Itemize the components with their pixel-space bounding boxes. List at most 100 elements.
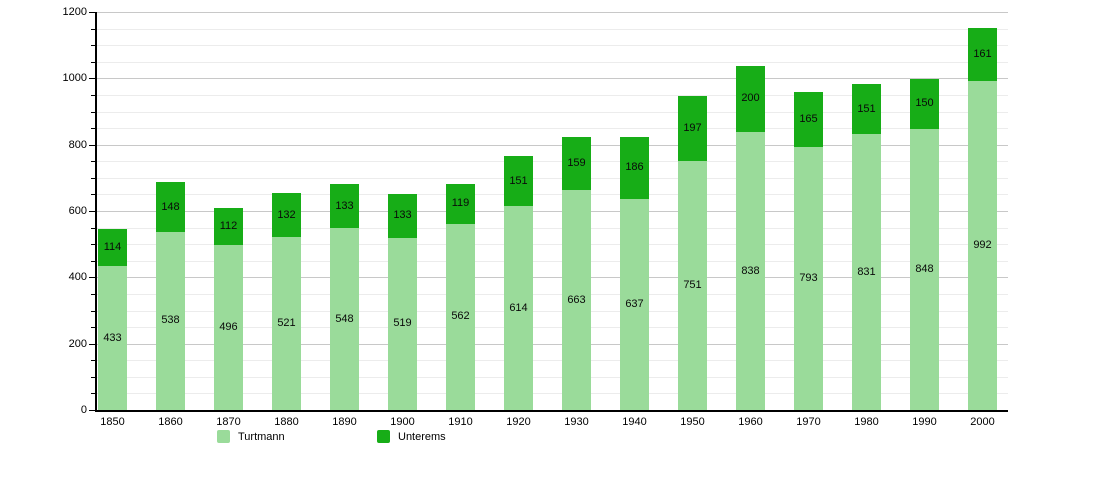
bar-1850: 114 433 bbox=[98, 228, 127, 410]
turtmann-value-label: 562 bbox=[451, 310, 470, 323]
turtmann-value-label: 848 bbox=[915, 262, 934, 275]
y-minor-tick bbox=[91, 293, 95, 295]
turtmann-value-label: 548 bbox=[335, 312, 354, 325]
unterems-value-label: 151 bbox=[857, 102, 876, 115]
unterems-value-label: 165 bbox=[799, 113, 818, 126]
turtmann-value-label: 519 bbox=[393, 317, 412, 330]
x-axis-label-1960: 1960 bbox=[738, 416, 763, 428]
y-minor-tick bbox=[91, 310, 95, 312]
unterems-segment: 132 bbox=[272, 193, 301, 238]
bar-1990: 150 848 bbox=[910, 78, 939, 410]
minor-gridline bbox=[95, 61, 1008, 63]
unterems-value-label: 150 bbox=[915, 97, 934, 110]
unterems-value-label: 161 bbox=[973, 47, 992, 60]
y-minor-tick bbox=[91, 376, 95, 378]
y-major-tick bbox=[89, 78, 95, 80]
x-axis-label-2000: 2000 bbox=[970, 416, 995, 428]
unterems-segment: 119 bbox=[446, 184, 475, 224]
unterems-value-label: 159 bbox=[567, 157, 586, 170]
unterems-value-label: 133 bbox=[335, 199, 354, 212]
bar-1950: 197 751 bbox=[678, 95, 707, 410]
unterems-segment: 151 bbox=[504, 156, 533, 207]
turtmann-value-label: 521 bbox=[277, 317, 296, 330]
bar-1970: 165 793 bbox=[794, 92, 823, 410]
turtmann-value-label: 637 bbox=[625, 297, 644, 310]
unterems-segment: 186 bbox=[620, 137, 649, 199]
unterems-swatch bbox=[377, 430, 390, 443]
x-axis-label-1880: 1880 bbox=[274, 416, 299, 428]
y-major-tick bbox=[89, 410, 95, 411]
unterems-value-label: 114 bbox=[103, 240, 122, 253]
turtmann-segment: 663 bbox=[562, 190, 591, 410]
y-axis bbox=[95, 12, 97, 410]
x-axis-label-1980: 1980 bbox=[854, 416, 879, 428]
turtmann-segment: 614 bbox=[504, 206, 533, 410]
y-minor-tick bbox=[91, 227, 95, 229]
turtmann-value-label: 831 bbox=[857, 265, 876, 278]
turtmann-value-label: 992 bbox=[973, 238, 992, 251]
turtmann-segment: 848 bbox=[910, 128, 939, 410]
turtmann-segment: 521 bbox=[272, 237, 301, 410]
unterems-value-label: 133 bbox=[393, 209, 412, 222]
turtmann-value-label: 614 bbox=[509, 301, 528, 314]
turtmann-segment: 433 bbox=[98, 266, 127, 410]
x-axis-label-1920: 1920 bbox=[506, 416, 531, 428]
bar-1980: 151 831 bbox=[852, 84, 881, 410]
unterems-segment: 200 bbox=[736, 65, 765, 133]
turtmann-segment: 496 bbox=[214, 245, 243, 410]
y-minor-tick bbox=[91, 61, 95, 63]
y-major-tick bbox=[89, 211, 95, 212]
unterems-segment: 197 bbox=[678, 95, 707, 161]
x-axis-label-1970: 1970 bbox=[796, 416, 821, 428]
y-minor-tick bbox=[91, 161, 95, 163]
y-major-tick bbox=[89, 12, 95, 13]
x-axis-label-1870: 1870 bbox=[216, 416, 241, 428]
unterems-segment: 161 bbox=[968, 27, 997, 81]
bar-2000: 161 992 bbox=[968, 27, 997, 410]
y-axis-label-800: 800 bbox=[68, 138, 87, 151]
x-axis-label-1890: 1890 bbox=[332, 416, 357, 428]
y-minor-tick bbox=[91, 194, 95, 196]
turtmann-value-label: 538 bbox=[161, 314, 180, 327]
unterems-segment: 165 bbox=[794, 92, 823, 147]
turtmann-segment: 838 bbox=[736, 132, 765, 410]
unterems-value-label: 148 bbox=[161, 200, 180, 213]
y-axis-label-600: 600 bbox=[68, 205, 87, 217]
turtmann-value-label: 838 bbox=[741, 264, 760, 277]
x-axis-label-1860: 1860 bbox=[158, 416, 183, 428]
unterems-segment: 114 bbox=[98, 228, 127, 267]
unterems-legend-label: Unterems bbox=[398, 430, 446, 443]
bar-1910: 119 562 bbox=[446, 184, 475, 410]
y-major-tick bbox=[89, 277, 95, 279]
x-axis-label-1940: 1940 bbox=[622, 416, 647, 428]
x-axis-label-1930: 1930 bbox=[564, 416, 589, 428]
x-axis-label-1950: 1950 bbox=[680, 416, 705, 428]
unterems-segment: 148 bbox=[156, 182, 185, 232]
unterems-value-label: 112 bbox=[219, 220, 238, 233]
turtmann-value-label: 496 bbox=[219, 321, 238, 334]
unterems-value-label: 119 bbox=[451, 197, 470, 210]
turtmann-value-label: 663 bbox=[567, 293, 586, 306]
turtmann-segment: 992 bbox=[968, 80, 997, 410]
y-minor-tick bbox=[91, 28, 95, 30]
turtmann-segment: 548 bbox=[330, 228, 359, 410]
turtmann-segment: 519 bbox=[388, 237, 417, 410]
turtmann-value-label: 793 bbox=[799, 271, 818, 284]
bar-1860: 148 538 bbox=[156, 182, 185, 410]
y-major-tick bbox=[89, 343, 95, 345]
x-axis-label-1850: 1850 bbox=[100, 416, 125, 428]
unterems-value-label: 186 bbox=[625, 161, 644, 174]
minor-gridline bbox=[95, 28, 1008, 30]
bar-1900: 133 519 bbox=[388, 193, 417, 410]
turtmann-segment: 793 bbox=[794, 146, 823, 410]
turtmann-value-label: 751 bbox=[683, 278, 702, 291]
y-minor-tick bbox=[91, 244, 95, 246]
y-minor-tick bbox=[91, 111, 95, 113]
turtmann-swatch bbox=[217, 430, 230, 443]
bar-1930: 159 663 bbox=[562, 137, 591, 410]
bar-1870: 112 496 bbox=[214, 208, 243, 410]
legend-item-turtmann: Turtmann bbox=[217, 430, 285, 443]
y-axis-label-400: 400 bbox=[68, 271, 87, 284]
